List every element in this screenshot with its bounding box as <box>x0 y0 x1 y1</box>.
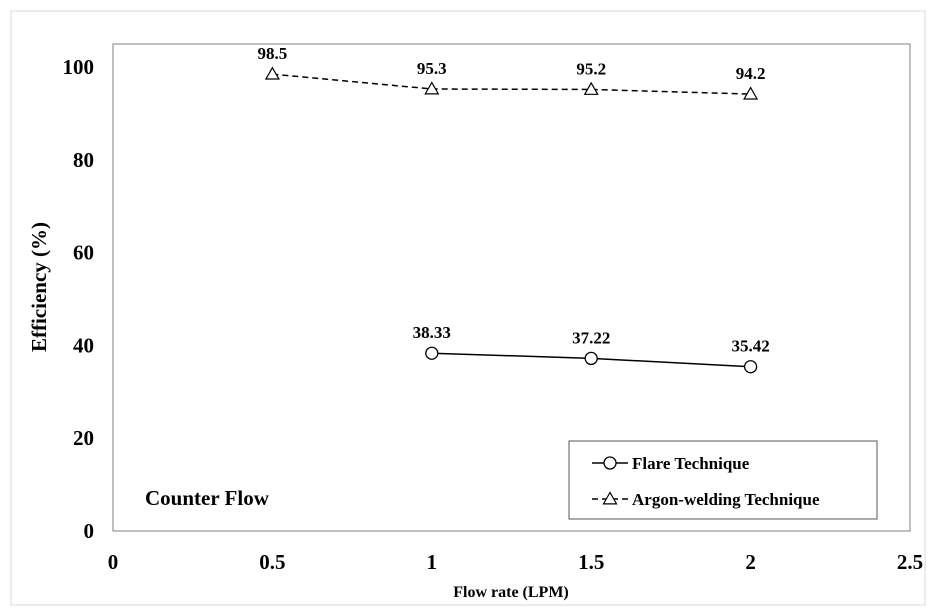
data-point <box>743 360 758 374</box>
y-tick-label: 0 <box>84 519 95 543</box>
plot-area-frame <box>112 43 911 532</box>
series-layer: 38.33 37.22 35.42 98.5 95.3 95.2 94.2 <box>258 44 770 374</box>
legend-marker <box>602 491 618 505</box>
x-axis-ticks: 0 0.5 1 1.5 2 2.5 <box>108 550 923 574</box>
y-axis-ticks: 0 20 40 60 80 100 <box>63 55 95 543</box>
x-tick-label: 2 <box>745 550 756 574</box>
data-point <box>264 66 280 80</box>
x-tick-label: 0 <box>108 550 119 574</box>
series-triangle: 98.5 95.3 95.2 94.2 <box>258 44 766 100</box>
y-tick-label: 80 <box>73 148 94 172</box>
data-label: 37.22 <box>572 328 610 347</box>
data-label: 95.3 <box>417 59 447 78</box>
series-circle: 38.33 37.22 35.42 <box>413 323 770 374</box>
x-tick-label: 2.5 <box>897 550 923 574</box>
x-tick-label: 1.5 <box>578 550 604 574</box>
data-point <box>425 346 439 360</box>
data-point <box>583 81 599 95</box>
legend-label: Flare Technique <box>632 454 750 473</box>
data-label: 94.2 <box>736 64 766 83</box>
legend-entry: Argon-welding Technique <box>592 490 820 509</box>
x-tick-label: 1 <box>427 550 438 574</box>
y-tick-label: 40 <box>73 333 94 357</box>
y-tick-label: 100 <box>63 55 95 79</box>
data-point <box>424 81 440 95</box>
y-tick-label: 60 <box>73 241 94 265</box>
legend-label: Argon-welding Technique <box>632 490 820 509</box>
legend-marker <box>603 456 617 470</box>
y-tick-label: 20 <box>73 426 94 450</box>
legend-entry: Flare Technique <box>592 454 750 473</box>
chart-annotation: Counter Flow <box>145 486 270 510</box>
data-label: 35.42 <box>731 337 769 356</box>
chart-outer-border <box>10 10 926 606</box>
x-tick-label: 0.5 <box>259 550 285 574</box>
series-line <box>272 73 751 95</box>
legend: Flare Technique Argon-welding Technique <box>568 440 878 520</box>
x-axis-title: Flow rate (LPM) <box>453 584 569 601</box>
data-point <box>743 86 759 100</box>
data-label: 98.5 <box>258 44 288 63</box>
data-label: 38.33 <box>413 323 451 342</box>
legend-box <box>568 440 878 520</box>
data-label: 95.2 <box>576 59 606 78</box>
y-axis-title: Efficiency (%) <box>27 222 51 352</box>
data-point <box>584 351 598 366</box>
